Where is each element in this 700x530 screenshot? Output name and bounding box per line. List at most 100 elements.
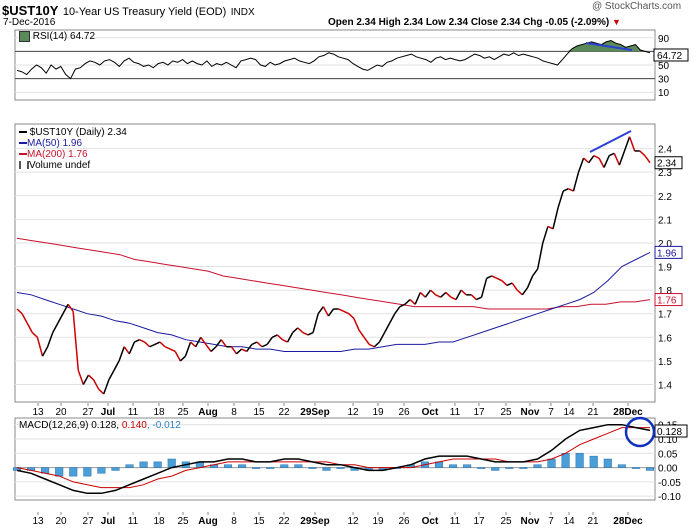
price-segment [82, 374, 90, 385]
price-segment [87, 374, 95, 381]
price-legend-item: $UST10Y (Daily) 2.34 [19, 127, 127, 138]
price-segment [36, 337, 44, 357]
price-segment [26, 322, 33, 333]
x-tick-label: 11 [450, 516, 461, 527]
x-tick-label: 26 [398, 516, 410, 527]
macd-hist-bar [603, 458, 612, 468]
price-segment [445, 291, 452, 298]
x-tick-label: 18 [153, 407, 165, 418]
price-segment [368, 343, 375, 348]
x-tick-label: 19 [372, 516, 384, 527]
x-tick-label: 11 [450, 407, 461, 418]
price-tick-label: 1.4 [658, 380, 672, 391]
x-tick-label: 7 [548, 516, 554, 527]
x-tick-label: Aug [198, 516, 217, 527]
rsi-tick-label: 10 [658, 88, 670, 99]
price-segment [210, 346, 217, 353]
price-segment [220, 339, 227, 348]
macd-hist-bar [477, 467, 486, 469]
x-tick-label: 15 [253, 407, 265, 418]
rsi-legend-marker [19, 31, 30, 42]
price-segment [322, 306, 330, 317]
x-axis-rsi: 13 20 27 Jul 11 18 25 Aug 8 15 22 29Sep 12 19 26 Oct 11 1… [32, 403, 643, 418]
price-tick-label: 2.1 [658, 215, 672, 226]
price-segment [16, 308, 23, 315]
price-segment [184, 341, 192, 357]
macd-hist-bar [238, 464, 247, 468]
rsi-divergence-line [585, 42, 633, 51]
price-tick-label: 1.5 [658, 357, 672, 368]
x-tick-label: 25 [177, 407, 189, 418]
price-segment [388, 313, 396, 324]
x-tick-label: 25 [177, 516, 189, 527]
price-segment [297, 327, 304, 334]
price-segment [77, 370, 85, 385]
price-segment [480, 278, 488, 298]
x-tick-label: 12 [347, 407, 359, 418]
price-segment [169, 348, 176, 353]
x-tick-label: 12 [347, 516, 359, 527]
price-segment [108, 369, 115, 381]
price-segment [511, 282, 518, 291]
price-segment [373, 341, 380, 348]
price-segment [348, 313, 355, 319]
x-tick-label: 25 [500, 516, 512, 527]
x-tick-label: Nov [521, 407, 540, 418]
price-segment [378, 332, 386, 343]
price-segment [57, 313, 64, 324]
macd-legend-label: MACD(12,26,9) 0.128, [19, 420, 122, 431]
macd-hist-bar [491, 467, 500, 471]
macd-hist-bar [294, 464, 303, 468]
price-value-tag [654, 293, 683, 307]
x-tick-label: 21 [587, 407, 599, 418]
x-tick-label: 13 [32, 516, 44, 527]
price-segment [419, 291, 426, 298]
x-tick-label: Oct [422, 516, 439, 527]
macd-hist-bar [153, 461, 162, 468]
price-segment [46, 332, 54, 347]
price-segment [429, 289, 437, 296]
price-tick-label: 2.4 [658, 145, 672, 156]
x-tick-label: 11 [128, 407, 139, 418]
price-segment [144, 341, 151, 348]
watermark: @ StockCharts.com [592, 1, 682, 12]
price-segment [435, 294, 442, 298]
macd-value-tag-label: 0.128 [657, 427, 682, 438]
exchange: INDX [230, 7, 255, 18]
price-segment [31, 332, 38, 338]
macd-tick-label: -0.05 [658, 478, 681, 489]
price-segment [383, 322, 391, 333]
price-segment [327, 308, 335, 317]
volume-bar-icon [19, 161, 29, 170]
price-segment [215, 339, 222, 348]
price-segment [394, 306, 401, 315]
price-segment [404, 299, 411, 305]
macd-hist-bar [69, 467, 78, 477]
price-segment [338, 308, 345, 313]
price-segment [414, 292, 421, 305]
macd-signal-label: 0.140 [121, 420, 147, 431]
security-name: 10-Year US Treasury Yield (EOD) [62, 6, 227, 18]
x-tick-label: 20 [55, 516, 67, 527]
rsi-marks: 64.72 [16, 39, 689, 80]
x-tick-label: 19 [372, 407, 384, 418]
price-segment [536, 242, 544, 270]
ma50-line-swatch [19, 142, 27, 145]
rsi-legend-label: RSI(14) 64.72 [32, 31, 96, 43]
price-segment [276, 334, 283, 341]
price-segment [251, 341, 258, 346]
price-segment [491, 275, 498, 280]
price-legend-label: $UST10Y (Daily) 2.34 [29, 127, 127, 138]
macd-line [16, 423, 651, 495]
x-tick-label: 25 [500, 407, 512, 418]
price-segment [542, 226, 549, 244]
macd-hist-bar [336, 467, 345, 469]
price-segment [639, 150, 646, 157]
price-legend: $UST10Y (Daily) 2.34 MA(50) 1.96 MA(200)… [19, 127, 127, 171]
ma50-line [16, 251, 651, 352]
x-tick-label: 13 [32, 407, 44, 418]
ma50-legend-label: MA(50) 1.96 [27, 138, 83, 149]
down-marker-icon: ▼ [612, 17, 621, 27]
price-segment [603, 155, 610, 168]
macd-hist-bar [83, 467, 92, 477]
